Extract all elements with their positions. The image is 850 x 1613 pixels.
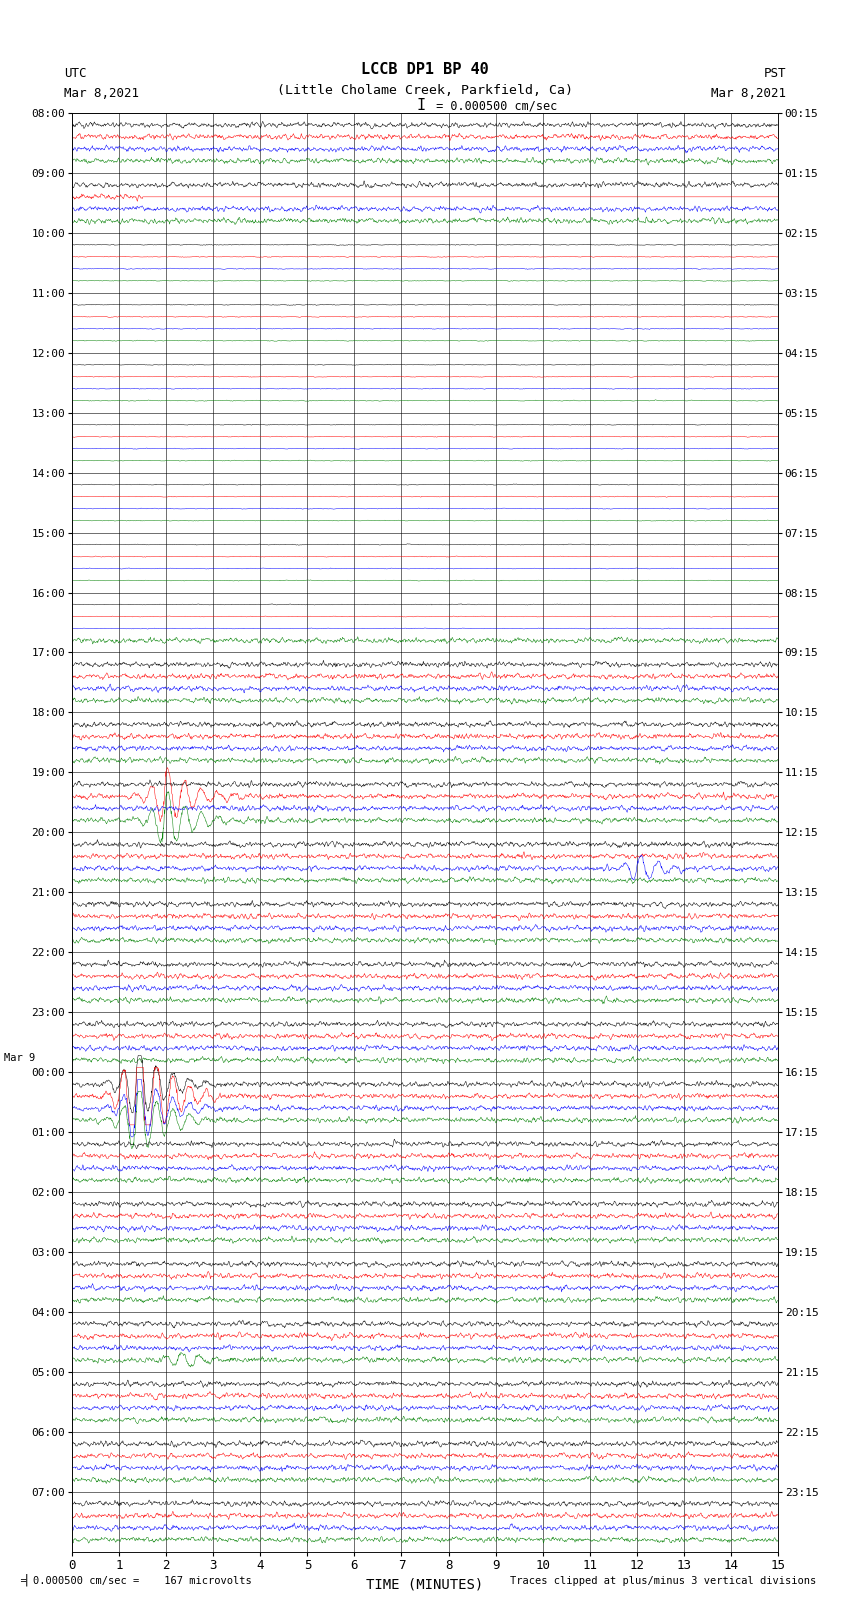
Text: |: | <box>8 1574 31 1587</box>
Text: UTC: UTC <box>64 68 86 81</box>
Text: = 0.000500 cm/sec: = 0.000500 cm/sec <box>429 100 558 113</box>
Text: Mar 8,2021: Mar 8,2021 <box>711 87 786 100</box>
Text: Mar 8,2021: Mar 8,2021 <box>64 87 139 100</box>
Text: PST: PST <box>764 68 786 81</box>
Text: Traces clipped at plus/minus 3 vertical divisions: Traces clipped at plus/minus 3 vertical … <box>510 1576 816 1586</box>
Text: = 0.000500 cm/sec =    167 microvolts: = 0.000500 cm/sec = 167 microvolts <box>8 1576 252 1586</box>
Text: Mar 9: Mar 9 <box>4 1053 35 1063</box>
Text: I: I <box>416 98 425 113</box>
Text: LCCB DP1 BP 40: LCCB DP1 BP 40 <box>361 63 489 77</box>
X-axis label: TIME (MINUTES): TIME (MINUTES) <box>366 1578 484 1590</box>
Text: (Little Cholame Creek, Parkfield, Ca): (Little Cholame Creek, Parkfield, Ca) <box>277 84 573 97</box>
